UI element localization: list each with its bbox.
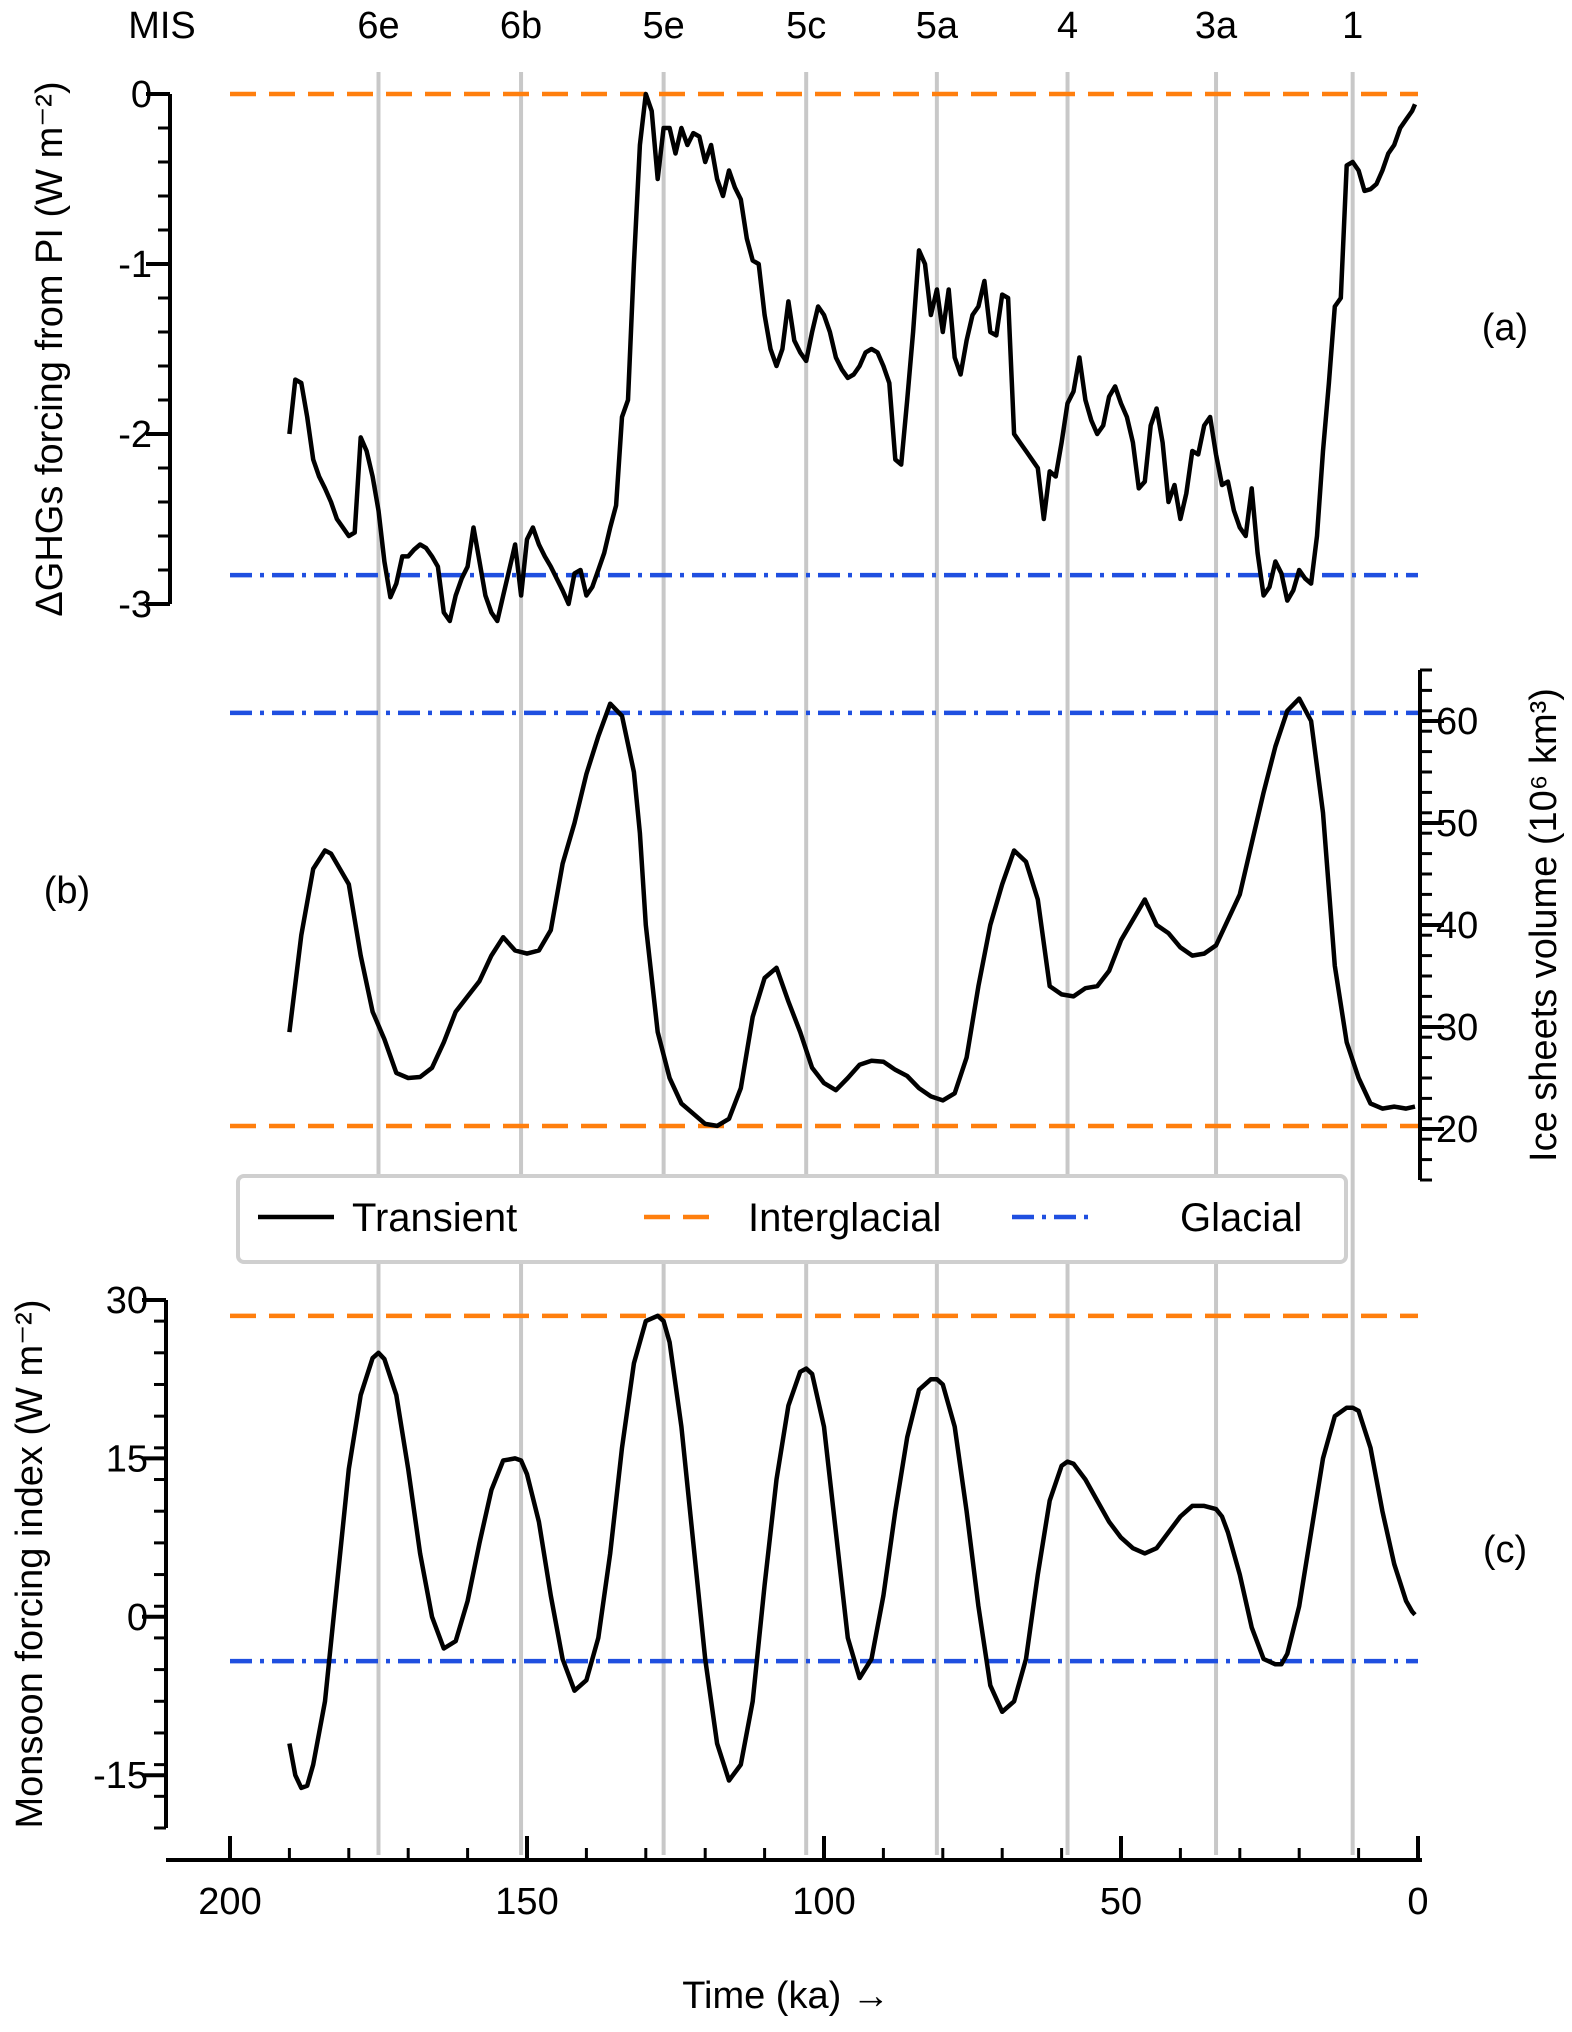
y-tick-label-c: 15 [106,1438,148,1480]
mis-title: MIS [128,5,196,47]
y-tick-label-b: 20 [1436,1109,1478,1151]
x-tick-label: 150 [495,1881,558,1923]
panel-label-a: (a) [1482,307,1528,349]
y-tick-label-b: 50 [1436,803,1478,845]
panel-a: 0 -1 -2 -3 ΔGHGs forcing from PI (W m⁻²) (a) [29,74,1528,626]
y-tick-label-a: -3 [118,584,152,626]
x-tick-label: 50 [1100,1881,1142,1923]
x-axis: 200 150 100 50 0 Time (ka) → [166,1836,1429,2017]
mis-label-5e: 5e [642,5,684,47]
y-tick-label-b: 30 [1436,1007,1478,1049]
mis-label-4: 4 [1057,5,1078,47]
legend: Transient Interglacial Glacial [236,1174,1348,1264]
legend-label-interglacial: Interglacial [748,1196,941,1240]
mis-label-5c: 5c [786,5,826,47]
transient-line-c [287,1313,1417,1791]
mis-label-5a: 5a [916,5,959,47]
legend-box [236,1174,1348,1264]
x-axis-title: Time (ka) → [682,1975,890,2017]
mis-labels: MIS 6e 6b 5e 5c 5a 4 3a 1 [128,5,1363,47]
y-tick-label-a: -2 [118,414,152,456]
y-tick-label-b: 60 [1436,701,1478,743]
transient-line-a [287,91,1418,624]
mis-label-1: 1 [1342,5,1363,47]
x-tick-label: 100 [792,1881,855,1923]
y-tick-label-a: 0 [131,74,152,116]
mis-gridlines [376,72,1355,1855]
y-tick-label-c: 0 [127,1597,148,1639]
y-tick-label-c: -15 [93,1755,148,1797]
panel-c: 30 15 0 -15 Monsoon forcing index (W m⁻²) (c) [9,1280,1527,1830]
mis-label-6e: 6e [357,5,399,47]
x-tick-label: 200 [198,1881,261,1923]
y-axis-title-b: Ice sheets volume (10⁶ km³) [1523,688,1565,1162]
mis-label-6b: 6b [500,5,542,47]
panel-b: 20 30 40 50 60 Ice sheets volume (10⁶ km³) (b) [44,668,1565,1182]
panel-label-c: (c) [1483,1529,1527,1571]
y-axis-title-a: ΔGHGs forcing from PI (W m⁻²) [29,81,71,616]
y-tick-label-c: 30 [106,1280,148,1322]
mis-label-3a: 3a [1195,5,1238,47]
y-axis-title-c: Monsoon forcing index (W m⁻²) [9,1300,51,1829]
legend-label-glacial: Glacial [1180,1196,1302,1240]
panel-label-b: (b) [44,870,90,912]
y-tick-label-a: -1 [118,244,152,286]
transient-line-b [287,696,1416,1129]
y-tick-label-b: 40 [1436,905,1478,947]
legend-label-transient: Transient [352,1196,517,1240]
x-tick-label: 0 [1407,1881,1428,1923]
